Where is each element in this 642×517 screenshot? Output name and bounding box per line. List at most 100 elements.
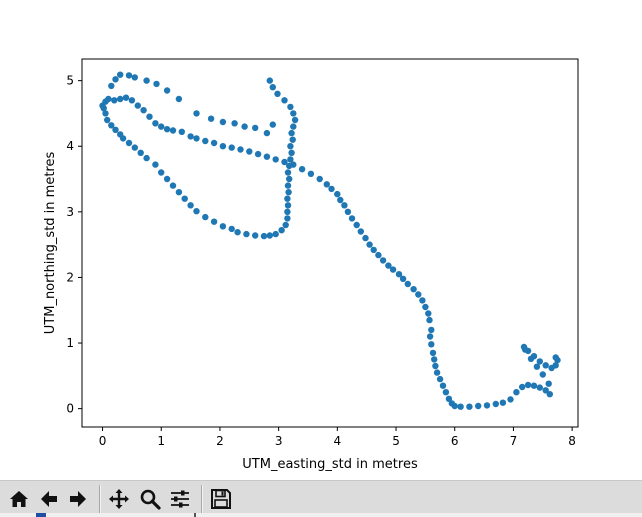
magnifier-icon: [140, 489, 161, 510]
scatter-point: [284, 169, 292, 176]
scatter-point: [552, 362, 559, 369]
scatter-point: [281, 97, 288, 104]
scatter-point: [432, 362, 439, 370]
y-axis-label: UTM_northing_std in metres: [43, 152, 58, 335]
scatter-point: [513, 389, 520, 396]
scatter-point: [263, 129, 271, 137]
scatter-point: [466, 403, 473, 410]
scatter-point: [252, 124, 259, 132]
zoom-button[interactable]: [137, 486, 163, 512]
scatter-point: [507, 396, 514, 403]
scatter-point: [131, 74, 138, 81]
scatter-point: [163, 126, 171, 133]
scatter-point: [158, 123, 165, 130]
scatter-point: [140, 107, 147, 114]
arrow-left-icon: [41, 491, 57, 507]
y-tick-label: 4: [66, 139, 74, 153]
scatter-point: [395, 271, 403, 278]
scatter-point: [353, 221, 360, 229]
scatter-point: [429, 349, 437, 357]
scatter-point: [274, 90, 281, 98]
scatter-point: [207, 115, 215, 122]
pan-button[interactable]: [106, 486, 132, 512]
axes-ticks: 0 1 2 3 4 5 6 7 8 0 1 2 3 4 5: [66, 74, 576, 448]
scatter-point: [254, 150, 262, 158]
toolbar-separator: [99, 485, 101, 513]
scatter-point: [344, 208, 352, 215]
scatter-point: [284, 195, 291, 202]
back-button[interactable]: [36, 486, 62, 512]
move-arrows-icon: [109, 489, 129, 509]
scatter-point: [272, 156, 279, 163]
forward-button[interactable]: [65, 486, 91, 512]
scatter-point: [158, 169, 165, 176]
scatter-point: [178, 128, 185, 135]
scatter-point: [122, 94, 130, 101]
scatter-point: [219, 143, 227, 150]
scatter-point: [546, 391, 553, 398]
scatter-point: [187, 133, 194, 140]
scatter-point: [483, 402, 491, 409]
scatter-point: [289, 136, 296, 143]
scatter-point: [117, 95, 124, 103]
scatter-point: [108, 82, 115, 90]
scatter-point: [143, 154, 150, 162]
scatter-point: [163, 87, 171, 94]
x-tick-label: 2: [216, 434, 224, 448]
scatter-point: [389, 266, 397, 273]
toolbar-separator: [201, 485, 203, 513]
scatter-point: [284, 202, 292, 209]
subplots-button[interactable]: [167, 486, 193, 512]
scatter-point: [298, 166, 306, 173]
scatter-point: [287, 103, 294, 111]
scatter-point: [266, 77, 273, 84]
x-tick-label: 3: [275, 434, 283, 448]
scatter-point: [425, 310, 432, 317]
x-tick-label: 6: [451, 434, 459, 448]
scatter-point: [146, 113, 153, 120]
scatter-point: [193, 110, 200, 117]
scatter-point: [169, 182, 177, 189]
scatter-point: [219, 118, 227, 126]
scatter-point: [210, 139, 218, 147]
scatter-point: [202, 213, 209, 221]
scatter-point: [282, 221, 289, 229]
scatter-point: [228, 225, 235, 233]
scatter-point: [105, 95, 112, 103]
scatter-point: [263, 153, 271, 160]
sliders-icon: [171, 490, 189, 508]
scatter-point: [428, 341, 435, 348]
scatter-point: [410, 286, 417, 293]
scatter-point: [530, 353, 538, 360]
x-axis-label: UTM_easting_std in metres: [242, 457, 418, 472]
scatter-point: [266, 232, 273, 239]
save-button[interactable]: [208, 486, 234, 512]
window-bottom-mark: [194, 513, 196, 517]
scatter-point: [536, 358, 543, 365]
scatter-point: [181, 195, 188, 202]
home-button[interactable]: [6, 486, 32, 512]
scatter-point: [128, 97, 136, 104]
floppy-disk-icon: [211, 489, 231, 509]
scatter-point: [520, 343, 528, 351]
scatter-point: [307, 170, 315, 177]
scatter-point: [134, 102, 141, 109]
x-tick-label: 7: [510, 434, 518, 448]
scatter-point: [290, 123, 297, 130]
scatter-point: [108, 122, 115, 129]
scatter-point: [439, 382, 447, 389]
home-icon: [10, 491, 28, 507]
scatter-point: [288, 149, 295, 156]
scatter-point: [475, 402, 482, 410]
scatter-point: [366, 241, 373, 248]
scatter-point: [252, 232, 259, 239]
scatter-point: [530, 382, 538, 389]
scatter-point: [125, 139, 133, 147]
scatter-point: [399, 275, 407, 282]
scatter-point: [552, 354, 559, 361]
scatter-point: [169, 127, 177, 134]
scatter-point: [175, 95, 183, 103]
navigation-toolbar: [0, 480, 642, 517]
scatter-point: [337, 196, 344, 204]
scatter-series: [99, 71, 561, 410]
